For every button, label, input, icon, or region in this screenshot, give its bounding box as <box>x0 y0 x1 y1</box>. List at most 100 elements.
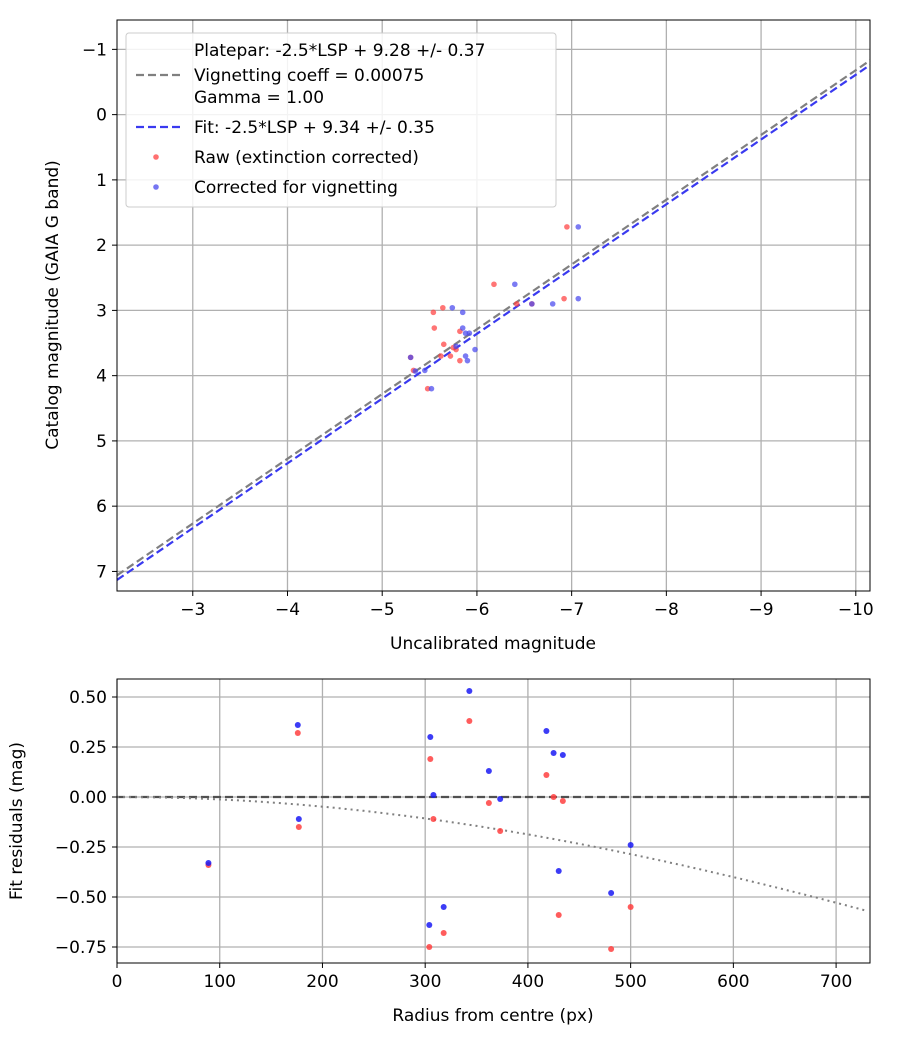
legend-vignetting: Vignetting coeff = 0.00075 <box>194 66 424 86</box>
corrected-point <box>453 343 459 350</box>
corrected-point <box>462 353 469 359</box>
residuals-chart: 0 100 200 300 400 500 600 700 0.50 0.25 0.00 −0.25… <box>7 678 871 1026</box>
y-axis-label: Catalog magnitude (GAIA G band) <box>43 160 63 450</box>
legend-box <box>125 32 557 208</box>
raw-point <box>497 828 504 834</box>
corrected-point <box>427 734 434 740</box>
x-axis-label: Uncalibrated magnitude <box>390 634 596 654</box>
x-tick-label: −10 <box>838 600 874 620</box>
raw-point <box>559 798 566 804</box>
raw-point <box>555 912 562 918</box>
legend-raw: Raw (extinction corrected) <box>194 148 419 168</box>
legend: Platepar: -2.5*LSP + 9.28 +/- 0.37 Vigne… <box>125 32 557 208</box>
y-ticks: −1 0 1 2 3 4 5 6 7 <box>82 40 117 582</box>
corrected-point <box>575 295 582 302</box>
raw-point <box>608 946 615 952</box>
x-tick-label: −6 <box>464 600 489 620</box>
corrected-point <box>485 768 492 774</box>
x-tick-label: 500 <box>614 972 646 992</box>
y-tick-label: 6 <box>96 497 107 517</box>
x-tick-label: −5 <box>370 600 395 620</box>
raw-point <box>294 730 301 736</box>
x-tick-label: −7 <box>559 600 584 620</box>
data-points <box>205 688 634 952</box>
y-tick-label: −1 <box>82 40 107 60</box>
corrected-point <box>529 301 535 307</box>
x-ticks: −3 −4 −5 −6 −7 −8 −9 −10 <box>180 591 874 620</box>
raw-point <box>430 816 437 822</box>
corrected-point <box>426 922 433 928</box>
raw-point <box>550 794 557 800</box>
x-tick-label: −3 <box>180 600 205 620</box>
corrected-point <box>449 304 456 311</box>
raw-point <box>513 301 520 307</box>
corrected-point <box>466 330 473 337</box>
corrected-point <box>627 842 634 848</box>
raw-point <box>561 295 567 302</box>
vignetting-curve <box>117 796 868 912</box>
x-ticks: 0 100 200 300 400 500 600 700 <box>112 963 852 992</box>
raw-point <box>491 281 497 288</box>
y-axis-label: Fit residuals (mag) <box>7 742 27 900</box>
y-tick-label: 0 <box>96 106 107 126</box>
x-tick-label: 0 <box>112 972 123 992</box>
raw-point <box>440 930 447 936</box>
x-tick-label: −4 <box>275 600 300 620</box>
corrected-point <box>459 309 466 316</box>
y-ticks: 0.50 0.25 0.00 −0.25 −0.50 −0.75 <box>55 688 117 958</box>
legend-corrected: Corrected for vignetting <box>194 178 398 198</box>
corrected-point <box>575 224 582 230</box>
legend-fit: Fit: -2.5*LSP + 9.34 +/- 0.35 <box>194 118 435 138</box>
x-tick-label: 400 <box>512 972 544 992</box>
raw-point <box>426 944 433 950</box>
y-tick-label: 3 <box>96 301 107 321</box>
raw-point <box>466 718 473 724</box>
raw-point <box>440 304 446 311</box>
corrected-point <box>549 301 556 307</box>
corrected-point <box>440 904 447 910</box>
x-tick-label: 100 <box>204 972 236 992</box>
y-tick-label: −0.50 <box>55 888 107 908</box>
corrected-point <box>430 792 437 798</box>
corrected-point <box>559 752 566 758</box>
corrected-point <box>422 367 428 374</box>
corrected-point <box>512 281 518 288</box>
legend-blue-dot <box>153 184 159 190</box>
fit-line <box>116 59 871 577</box>
y-tick-label: 0.00 <box>69 788 107 808</box>
raw-point <box>431 325 438 331</box>
corrected-point <box>608 890 615 896</box>
x-axis-label: Radius from centre (px) <box>392 1006 593 1026</box>
corrected-point <box>543 728 550 734</box>
raw-point <box>627 904 634 910</box>
y-tick-label: 0.50 <box>69 688 107 708</box>
corrected-point <box>412 368 419 374</box>
x-tick-label: 700 <box>820 972 852 992</box>
y-tick-label: −0.75 <box>55 938 107 958</box>
plot-area <box>117 679 870 963</box>
raw-point <box>485 800 492 806</box>
raw-point <box>430 309 437 316</box>
corrected-point <box>205 860 212 866</box>
corrected-point <box>555 868 562 874</box>
legend-gamma: Gamma = 1.00 <box>194 88 324 108</box>
fit-lines <box>116 59 871 581</box>
y-tick-label: 4 <box>96 367 107 387</box>
corrected-point <box>466 688 473 694</box>
corrected-point <box>550 750 557 756</box>
corrected-point <box>295 816 302 822</box>
plot-frame <box>116 19 871 592</box>
y-tick-label: −0.25 <box>55 838 107 858</box>
corrected-point <box>428 385 435 392</box>
corrected-point <box>464 357 471 364</box>
raw-point <box>440 341 447 348</box>
y-tick-label: 1 <box>96 171 107 191</box>
corrected-point <box>407 354 414 361</box>
corrected-point <box>294 722 301 728</box>
raw-point <box>427 756 434 762</box>
corrected-point <box>459 325 466 331</box>
corrected-point <box>497 796 504 802</box>
corrected-point <box>472 346 478 353</box>
